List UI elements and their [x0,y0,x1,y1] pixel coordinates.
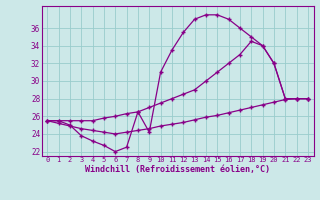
X-axis label: Windchill (Refroidissement éolien,°C): Windchill (Refroidissement éolien,°C) [85,165,270,174]
